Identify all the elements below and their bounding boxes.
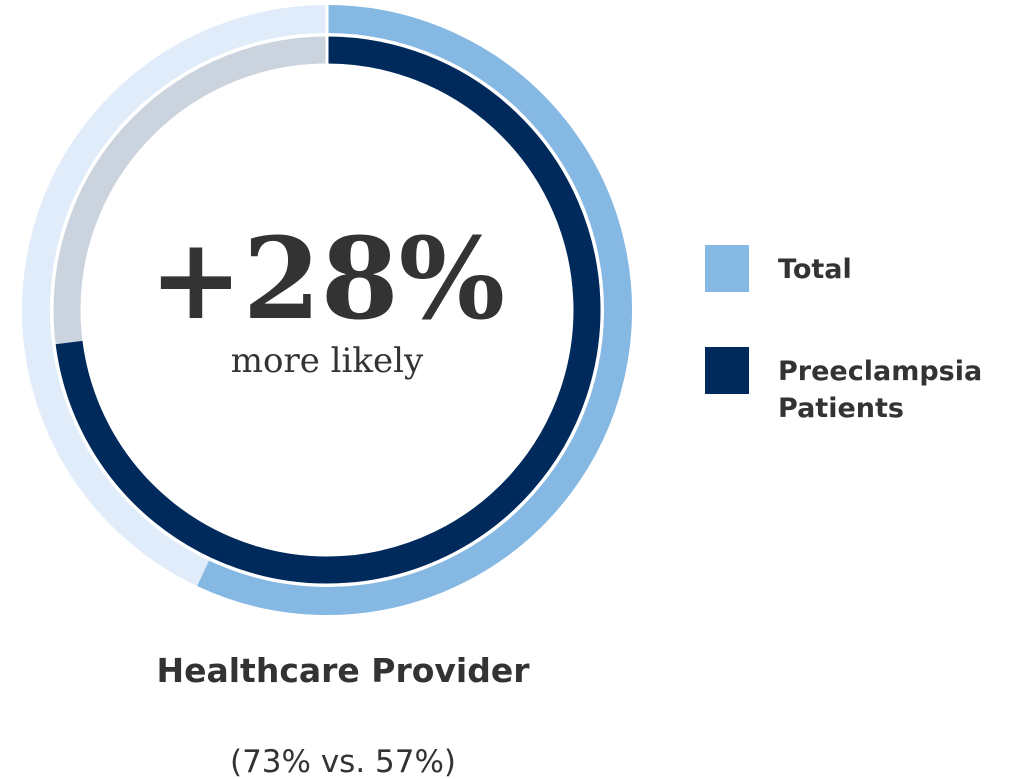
- legend-label: Total: [778, 254, 852, 285]
- arcs: [55, 5, 632, 615]
- center-value: +28%: [149, 214, 505, 345]
- legend-label: Preeclampsia Patients: [778, 356, 983, 424]
- ring-arc: [197, 5, 632, 615]
- center-label: more likely: [231, 341, 424, 381]
- legend-swatch: [705, 245, 749, 292]
- chart-title: Healthcare Provider: [156, 651, 530, 690]
- ring-arc: [55, 36, 601, 584]
- chart-subtitle: (73% vs. 57%): [230, 744, 456, 779]
- legend-swatch: [705, 347, 749, 394]
